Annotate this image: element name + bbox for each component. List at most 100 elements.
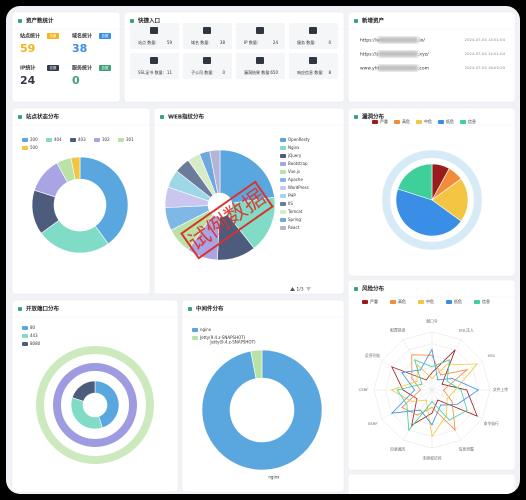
legend-swatch[interactable] [460,120,466,124]
legend-label[interactable]: Tomcat [287,209,303,214]
pager-next[interactable] [306,287,311,291]
quick-tile[interactable] [289,53,338,79]
legend-label[interactable]: jQuery [287,153,302,158]
legend-label[interactable]: IIS [288,201,293,206]
legend-swatch[interactable] [280,146,286,150]
pager-prev[interactable] [290,287,295,291]
legend-label[interactable]: 高危 [402,118,410,124]
legend-label[interactable]: nginx [200,327,212,332]
legend-label[interactable]: 200 [30,137,38,142]
panel-title: 资产数统计 [26,17,54,25]
legend-swatch[interactable] [192,328,198,332]
legend-swatch[interactable] [22,138,28,142]
legend-swatch[interactable] [22,334,28,338]
legend-swatch[interactable] [22,342,28,346]
legend-label[interactable]: React [288,225,300,230]
legend-swatch[interactable] [280,194,286,198]
legend-swatch[interactable] [280,186,286,190]
legend-swatch[interactable] [280,170,286,174]
legend-label[interactable]: 严重 [370,298,378,304]
legend-label[interactable]: 低危 [454,298,462,304]
pie-slice[interactable] [71,380,96,402]
legend-swatch[interactable] [280,210,286,214]
quick-tile[interactable] [183,53,232,79]
legend-swatch[interactable] [192,336,198,340]
radar-series[interactable] [396,359,468,432]
legend-label[interactable]: 404 [54,137,62,142]
legend-swatch[interactable] [390,300,396,304]
legend-swatch[interactable] [280,162,286,166]
pie-slice[interactable] [201,349,323,471]
legend-label[interactable]: 中危 [424,118,432,124]
legend-swatch[interactable] [362,300,368,304]
radar-series[interactable] [390,348,480,426]
legend-swatch[interactable] [280,218,286,222]
asset-url[interactable]: https://w [360,38,380,44]
legend-label[interactable]: WordPress [288,185,309,190]
legend-label[interactable]: 严重 [380,118,388,124]
pie-slice[interactable] [226,196,276,249]
legend-label[interactable]: Bootstrap [288,161,308,166]
radar-series[interactable] [391,349,478,426]
pie-slice[interactable] [79,156,129,245]
quick-tile[interactable] [236,53,285,79]
pie-slice[interactable] [395,188,462,237]
pager[interactable]: 1/3 [296,287,303,293]
legend-label[interactable]: Spring [288,217,301,222]
pie-slice[interactable] [209,149,221,194]
legend-swatch[interactable] [438,120,444,124]
legend-swatch[interactable] [22,146,28,150]
legend-label[interactable]: 80 [30,325,36,330]
legend-label[interactable]: OpenResty [288,137,310,142]
legend-label[interactable]: Jetty(9.4.z-SNAPSHOT) [199,335,246,340]
asset-url[interactable]: https://s [360,52,379,58]
legend-swatch[interactable] [372,120,378,124]
legend-swatch[interactable] [474,300,480,304]
legend-swatch[interactable] [418,300,424,304]
legend-label[interactable]: 低危 [446,118,454,124]
legend-label[interactable]: Apache [288,177,303,182]
pie-slice[interactable] [397,163,433,201]
legend-swatch[interactable] [280,226,286,230]
legend-label[interactable]: Nginx [288,145,300,150]
legend-swatch[interactable] [280,202,286,206]
legend-swatch[interactable] [446,300,452,304]
pie-slice[interactable] [250,349,263,379]
legend-label[interactable]: 301 [126,137,134,142]
quick-tile[interactable] [183,23,232,49]
legend-label[interactable]: 500 [30,145,38,150]
legend-swatch[interactable] [280,178,286,182]
quick-tile[interactable] [236,23,285,49]
legend-label[interactable]: 高危 [398,298,406,304]
legend-swatch[interactable] [22,326,28,330]
legend-label[interactable]: 中危 [426,298,434,304]
quick-tile[interactable] [289,23,338,49]
quick-tile[interactable] [130,23,179,49]
pie-slice[interactable] [70,156,81,180]
legend-swatch[interactable] [70,138,76,142]
legend-swatch[interactable] [94,138,100,142]
legend-label[interactable]: 8080 [30,341,41,346]
legend-swatch[interactable] [416,120,422,124]
legend-label[interactable]: 信息 [468,118,476,124]
legend-swatch[interactable] [46,138,52,142]
legend-label[interactable]: 302 [102,137,110,142]
quick-tile[interactable] [130,53,179,79]
legend-label[interactable]: 443 [30,333,38,338]
legend-swatch[interactable] [118,138,124,142]
asset-time: 2024-07-04 14:01:04 [465,37,506,42]
legend-label[interactable]: 信息 [482,298,490,304]
radar-series[interactable] [401,354,469,432]
legend-swatch[interactable] [280,154,286,158]
pie-slice[interactable] [94,380,120,429]
legend-label[interactable]: 403 [78,137,86,142]
radar-series[interactable] [390,363,479,438]
legend-swatch[interactable] [394,120,400,124]
legend-label[interactable]: PHP [288,193,296,198]
asset-url[interactable]: www.yht [360,66,380,72]
legend-swatch[interactable] [280,138,286,142]
radar-indicator: 命令执行 [484,421,499,426]
legend-label[interactable]: Vue.js [288,169,300,174]
